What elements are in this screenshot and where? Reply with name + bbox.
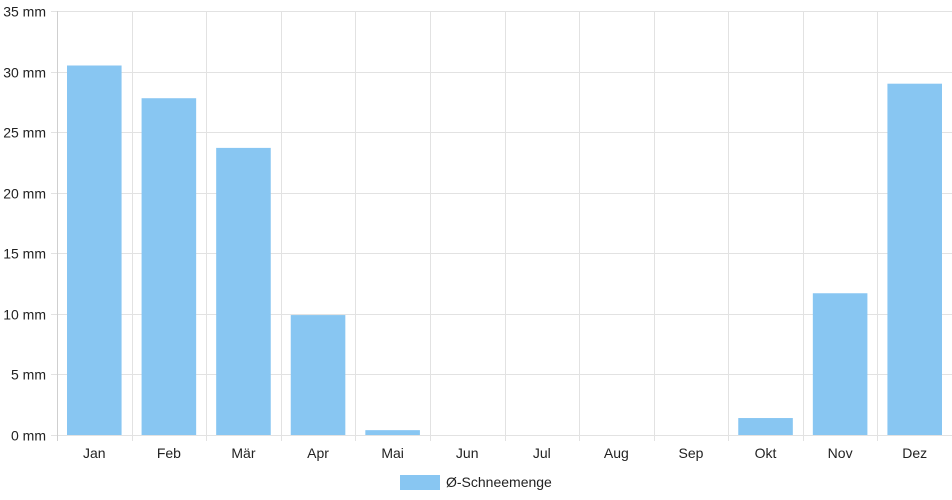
legend[interactable]: Ø-Schneemenge (400, 474, 552, 490)
y-tick-label-35: 35 mm (3, 4, 46, 20)
bar-Nov[interactable]: Nov: 11.7 mm (812, 293, 868, 435)
x-tick-label-Dez: Dez (902, 445, 927, 461)
x-tick-label-Mär: Mär (231, 445, 255, 461)
x-tick-label-Sep: Sep (678, 445, 703, 461)
y-tick-label-30: 30 mm (3, 65, 46, 81)
x-tick-label-Feb: Feb (157, 445, 181, 461)
x-tick-label-Jan: Jan (83, 445, 106, 461)
bars: Jan: 30.5 mm Feb: 27.8 mm Mär: 23.7 mm Apr:… (67, 65, 942, 435)
y-tick-label-15: 15 mm (3, 246, 46, 262)
bar-Okt[interactable]: Okt: 1.4 mm (738, 418, 793, 435)
y-tick-label-10: 10 mm (3, 307, 46, 323)
legend-swatch[interactable] (400, 475, 440, 490)
bar-Mai[interactable]: Mai: 0.4 mm (365, 430, 420, 435)
x-axis-ticks: Jan Feb Mär Apr Mai Jun Jul Aug Sep Okt Nov Dez (83, 445, 927, 461)
y-tick-label-20: 20 mm (3, 186, 46, 202)
y-tick-label-5: 5 mm (11, 367, 46, 383)
bar-Dez[interactable]: Dez: 29 mm (887, 83, 942, 435)
grid (51, 11, 952, 441)
legend-label-schneemenge[interactable]: Ø-Schneemenge (446, 474, 552, 490)
bar-Mär[interactable]: Mär: 23.7 mm (216, 147, 271, 435)
y-tick-label-25: 25 mm (3, 125, 46, 141)
x-tick-label-Okt: Okt (755, 445, 777, 461)
y-tick-label-0: 0 mm (11, 428, 46, 444)
x-tick-label-Jul: Jul (533, 445, 551, 461)
bar-Jan[interactable]: Jan: 30.5 mm (67, 65, 122, 435)
x-tick-label-Jun: Jun (456, 445, 479, 461)
bar-Feb[interactable]: Feb: 27.8 mm (141, 98, 197, 435)
x-tick-label-Nov: Nov (828, 445, 853, 461)
x-tick-label-Aug: Aug (604, 445, 629, 461)
x-tick-label-Mai: Mai (381, 445, 404, 461)
bar-Apr[interactable]: Apr: 9.9 mm (290, 315, 346, 435)
x-tick-label-Apr: Apr (307, 445, 329, 461)
y-axis-ticks: 0 mm 5 mm 10 mm 15 mm 20 mm 25 mm 30 mm 35 mm (3, 4, 46, 444)
